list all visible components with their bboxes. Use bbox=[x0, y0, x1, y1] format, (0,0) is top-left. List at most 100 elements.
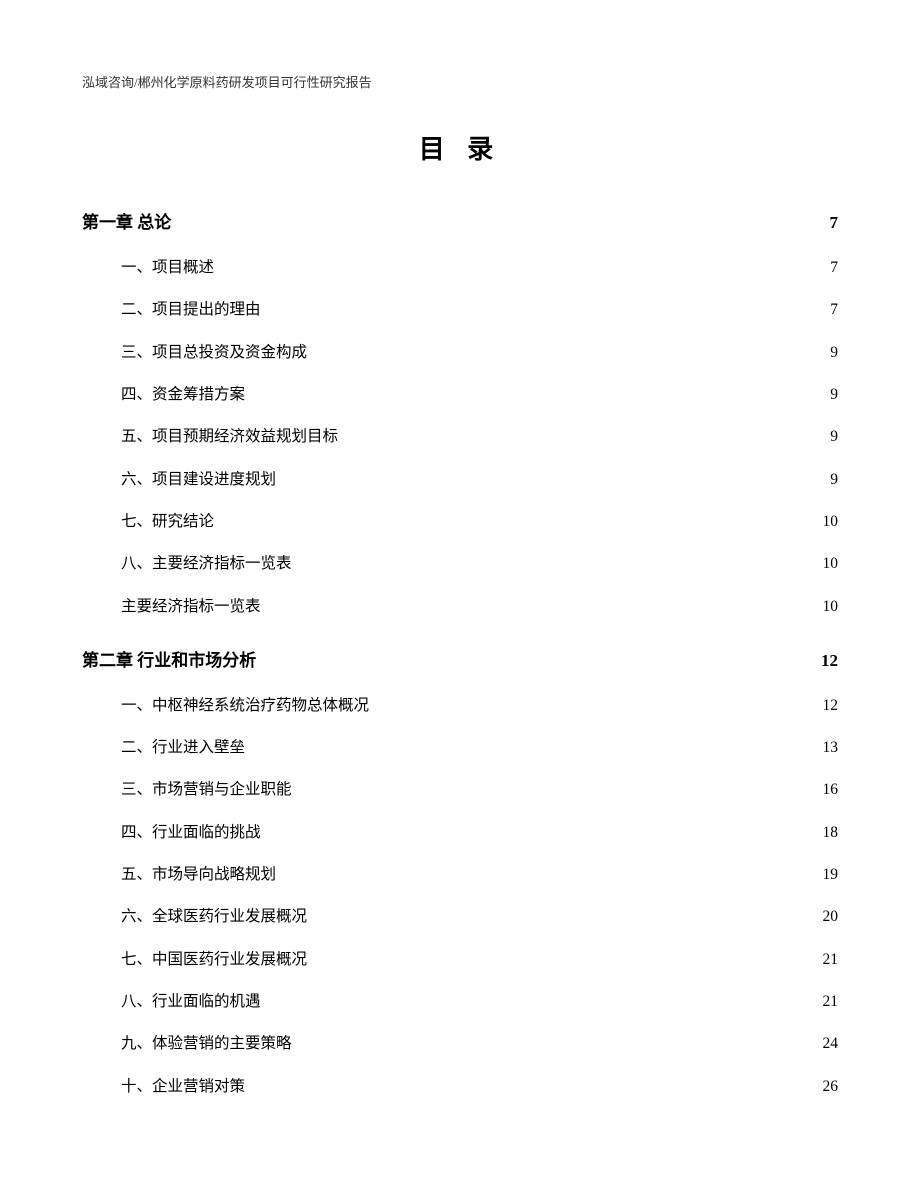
toc-item-text: 主要经济指标一览表 bbox=[121, 598, 261, 615]
toc-item-label: 五、市场导向战略规划 bbox=[121, 854, 276, 896]
toc-item-text: 行业进入壁垒 bbox=[152, 739, 245, 756]
toc-item: 主要经济指标一览表 10 bbox=[121, 586, 838, 628]
toc-item-text: 体验营销的主要策略 bbox=[152, 1035, 292, 1052]
toc-chapter-page: 7 bbox=[830, 213, 839, 233]
toc-item-text: 项目提出的理由 bbox=[152, 301, 261, 318]
toc-item-numeral: 一、 bbox=[121, 247, 152, 289]
toc-item-text: 研究结论 bbox=[152, 513, 214, 530]
toc-item-page: 7 bbox=[830, 247, 838, 289]
toc-item: 九、体验营销的主要策略 24 bbox=[121, 1023, 838, 1065]
toc-item-label: 六、全球医药行业发展概况 bbox=[121, 896, 307, 938]
toc-item-numeral: 三、 bbox=[121, 332, 152, 374]
toc-item-numeral: 四、 bbox=[121, 374, 152, 416]
toc-item: 七、中国医药行业发展概况 21 bbox=[121, 939, 838, 981]
toc-chapter: 第二章 行业和市场分析 12 bbox=[82, 646, 838, 671]
toc-item-numeral: 六、 bbox=[121, 896, 152, 938]
toc-item-label: 一、项目概述 bbox=[121, 247, 214, 289]
toc-item: 五、市场导向战略规划 19 bbox=[121, 854, 838, 896]
toc-item-label: 一、中枢神经系统治疗药物总体概况 bbox=[121, 685, 369, 727]
page-header: 泓域咨询/郴州化学原料药研发项目可行性研究报告 bbox=[82, 72, 838, 91]
table-of-contents: 第一章 总论7一、项目概述7二、项目提出的理由7三、项目总投资及资金构成9四、资… bbox=[82, 208, 838, 1108]
toc-item-page: 12 bbox=[823, 685, 839, 727]
toc-item-numeral: 九、 bbox=[121, 1023, 152, 1065]
toc-item-label: 四、行业面临的挑战 bbox=[121, 812, 261, 854]
toc-item-numeral: 二、 bbox=[121, 727, 152, 769]
toc-item-text: 中国医药行业发展概况 bbox=[152, 951, 307, 968]
toc-item-page: 9 bbox=[830, 374, 838, 416]
toc-item-page: 18 bbox=[823, 812, 839, 854]
toc-item-page: 7 bbox=[830, 289, 838, 331]
toc-item-page: 19 bbox=[823, 854, 839, 896]
toc-item-numeral: 六、 bbox=[121, 459, 152, 501]
toc-item-numeral: 三、 bbox=[121, 769, 152, 811]
toc-item-label: 八、行业面临的机遇 bbox=[121, 981, 261, 1023]
toc-item-numeral: 七、 bbox=[121, 939, 152, 981]
toc-item-numeral: 八、 bbox=[121, 981, 152, 1023]
toc-item-page: 10 bbox=[823, 543, 839, 585]
toc-item-numeral: 一、 bbox=[121, 685, 152, 727]
toc-chapter: 第一章 总论 7 bbox=[82, 208, 838, 233]
toc-item-text: 市场导向战略规划 bbox=[152, 866, 276, 883]
toc-item-page: 10 bbox=[823, 586, 839, 628]
toc-item-page: 20 bbox=[823, 896, 839, 938]
toc-chapter-label: 第一章 总论 bbox=[82, 208, 171, 233]
toc-item-numeral: 十、 bbox=[121, 1066, 152, 1108]
toc-item: 五、项目预期经济效益规划目标 9 bbox=[121, 416, 838, 458]
toc-item-label: 三、项目总投资及资金构成 bbox=[121, 332, 307, 374]
toc-item-text: 主要经济指标一览表 bbox=[152, 555, 292, 572]
toc-item-page: 13 bbox=[823, 727, 839, 769]
toc-item: 八、主要经济指标一览表 10 bbox=[121, 543, 838, 585]
toc-item-label: 九、体验营销的主要策略 bbox=[121, 1023, 292, 1065]
toc-item: 七、研究结论 10 bbox=[121, 501, 838, 543]
toc-item-label: 七、中国医药行业发展概况 bbox=[121, 939, 307, 981]
toc-item: 二、项目提出的理由 7 bbox=[121, 289, 838, 331]
toc-item-numeral: 八、 bbox=[121, 543, 152, 585]
toc-item-text: 资金筹措方案 bbox=[152, 386, 245, 403]
toc-item-label: 六、项目建设进度规划 bbox=[121, 459, 276, 501]
toc-item-text: 项目建设进度规划 bbox=[152, 471, 276, 488]
toc-item-page: 21 bbox=[823, 981, 839, 1023]
toc-item: 四、行业面临的挑战 18 bbox=[121, 812, 838, 854]
toc-chapter-label: 第二章 行业和市场分析 bbox=[82, 646, 256, 671]
toc-item-page: 16 bbox=[823, 769, 839, 811]
toc-item-text: 项目预期经济效益规划目标 bbox=[152, 428, 338, 445]
toc-item-text: 项目概述 bbox=[152, 259, 214, 276]
toc-item: 六、全球医药行业发展概况 20 bbox=[121, 896, 838, 938]
toc-item-label: 三、市场营销与企业职能 bbox=[121, 769, 292, 811]
toc-item-numeral: 二、 bbox=[121, 289, 152, 331]
toc-item-text: 行业面临的机遇 bbox=[152, 993, 261, 1010]
toc-item-text: 中枢神经系统治疗药物总体概况 bbox=[152, 697, 369, 714]
toc-item: 十、企业营销对策 26 bbox=[121, 1066, 838, 1108]
toc-item-text: 项目总投资及资金构成 bbox=[152, 344, 307, 361]
toc-item-label: 八、主要经济指标一览表 bbox=[121, 543, 292, 585]
toc-item-label: 二、行业进入壁垒 bbox=[121, 727, 245, 769]
toc-chapter-page: 12 bbox=[821, 651, 838, 671]
toc-item-page: 21 bbox=[823, 939, 839, 981]
toc-item: 三、项目总投资及资金构成 9 bbox=[121, 332, 838, 374]
toc-item-text: 全球医药行业发展概况 bbox=[152, 908, 307, 925]
toc-item-text: 市场营销与企业职能 bbox=[152, 781, 292, 798]
toc-item-page: 24 bbox=[823, 1023, 839, 1065]
toc-item: 三、市场营销与企业职能 16 bbox=[121, 769, 838, 811]
toc-item-label: 主要经济指标一览表 bbox=[121, 586, 261, 628]
toc-item-page: 10 bbox=[823, 501, 839, 543]
toc-item-numeral: 七、 bbox=[121, 501, 152, 543]
document-page: 泓域咨询/郴州化学原料药研发项目可行性研究报告 目 录 第一章 总论7一、项目概… bbox=[0, 0, 920, 1168]
toc-title: 目 录 bbox=[82, 129, 838, 166]
toc-item-text: 企业营销对策 bbox=[152, 1078, 245, 1095]
toc-item-page: 26 bbox=[823, 1066, 839, 1108]
toc-item-page: 9 bbox=[830, 332, 838, 374]
toc-item: 二、行业进入壁垒 13 bbox=[121, 727, 838, 769]
toc-item-numeral: 四、 bbox=[121, 812, 152, 854]
toc-item: 一、项目概述 7 bbox=[121, 247, 838, 289]
toc-item-label: 七、研究结论 bbox=[121, 501, 214, 543]
toc-item: 八、行业面临的机遇 21 bbox=[121, 981, 838, 1023]
toc-item: 六、项目建设进度规划9 bbox=[121, 459, 838, 501]
toc-item-page: 9 bbox=[830, 416, 838, 458]
toc-item-label: 五、项目预期经济效益规划目标 bbox=[121, 416, 338, 458]
toc-item-numeral: 五、 bbox=[121, 416, 152, 458]
toc-item-label: 二、项目提出的理由 bbox=[121, 289, 261, 331]
toc-item: 四、资金筹措方案 9 bbox=[121, 374, 838, 416]
toc-item-text: 行业面临的挑战 bbox=[152, 824, 261, 841]
toc-item-numeral: 五、 bbox=[121, 854, 152, 896]
